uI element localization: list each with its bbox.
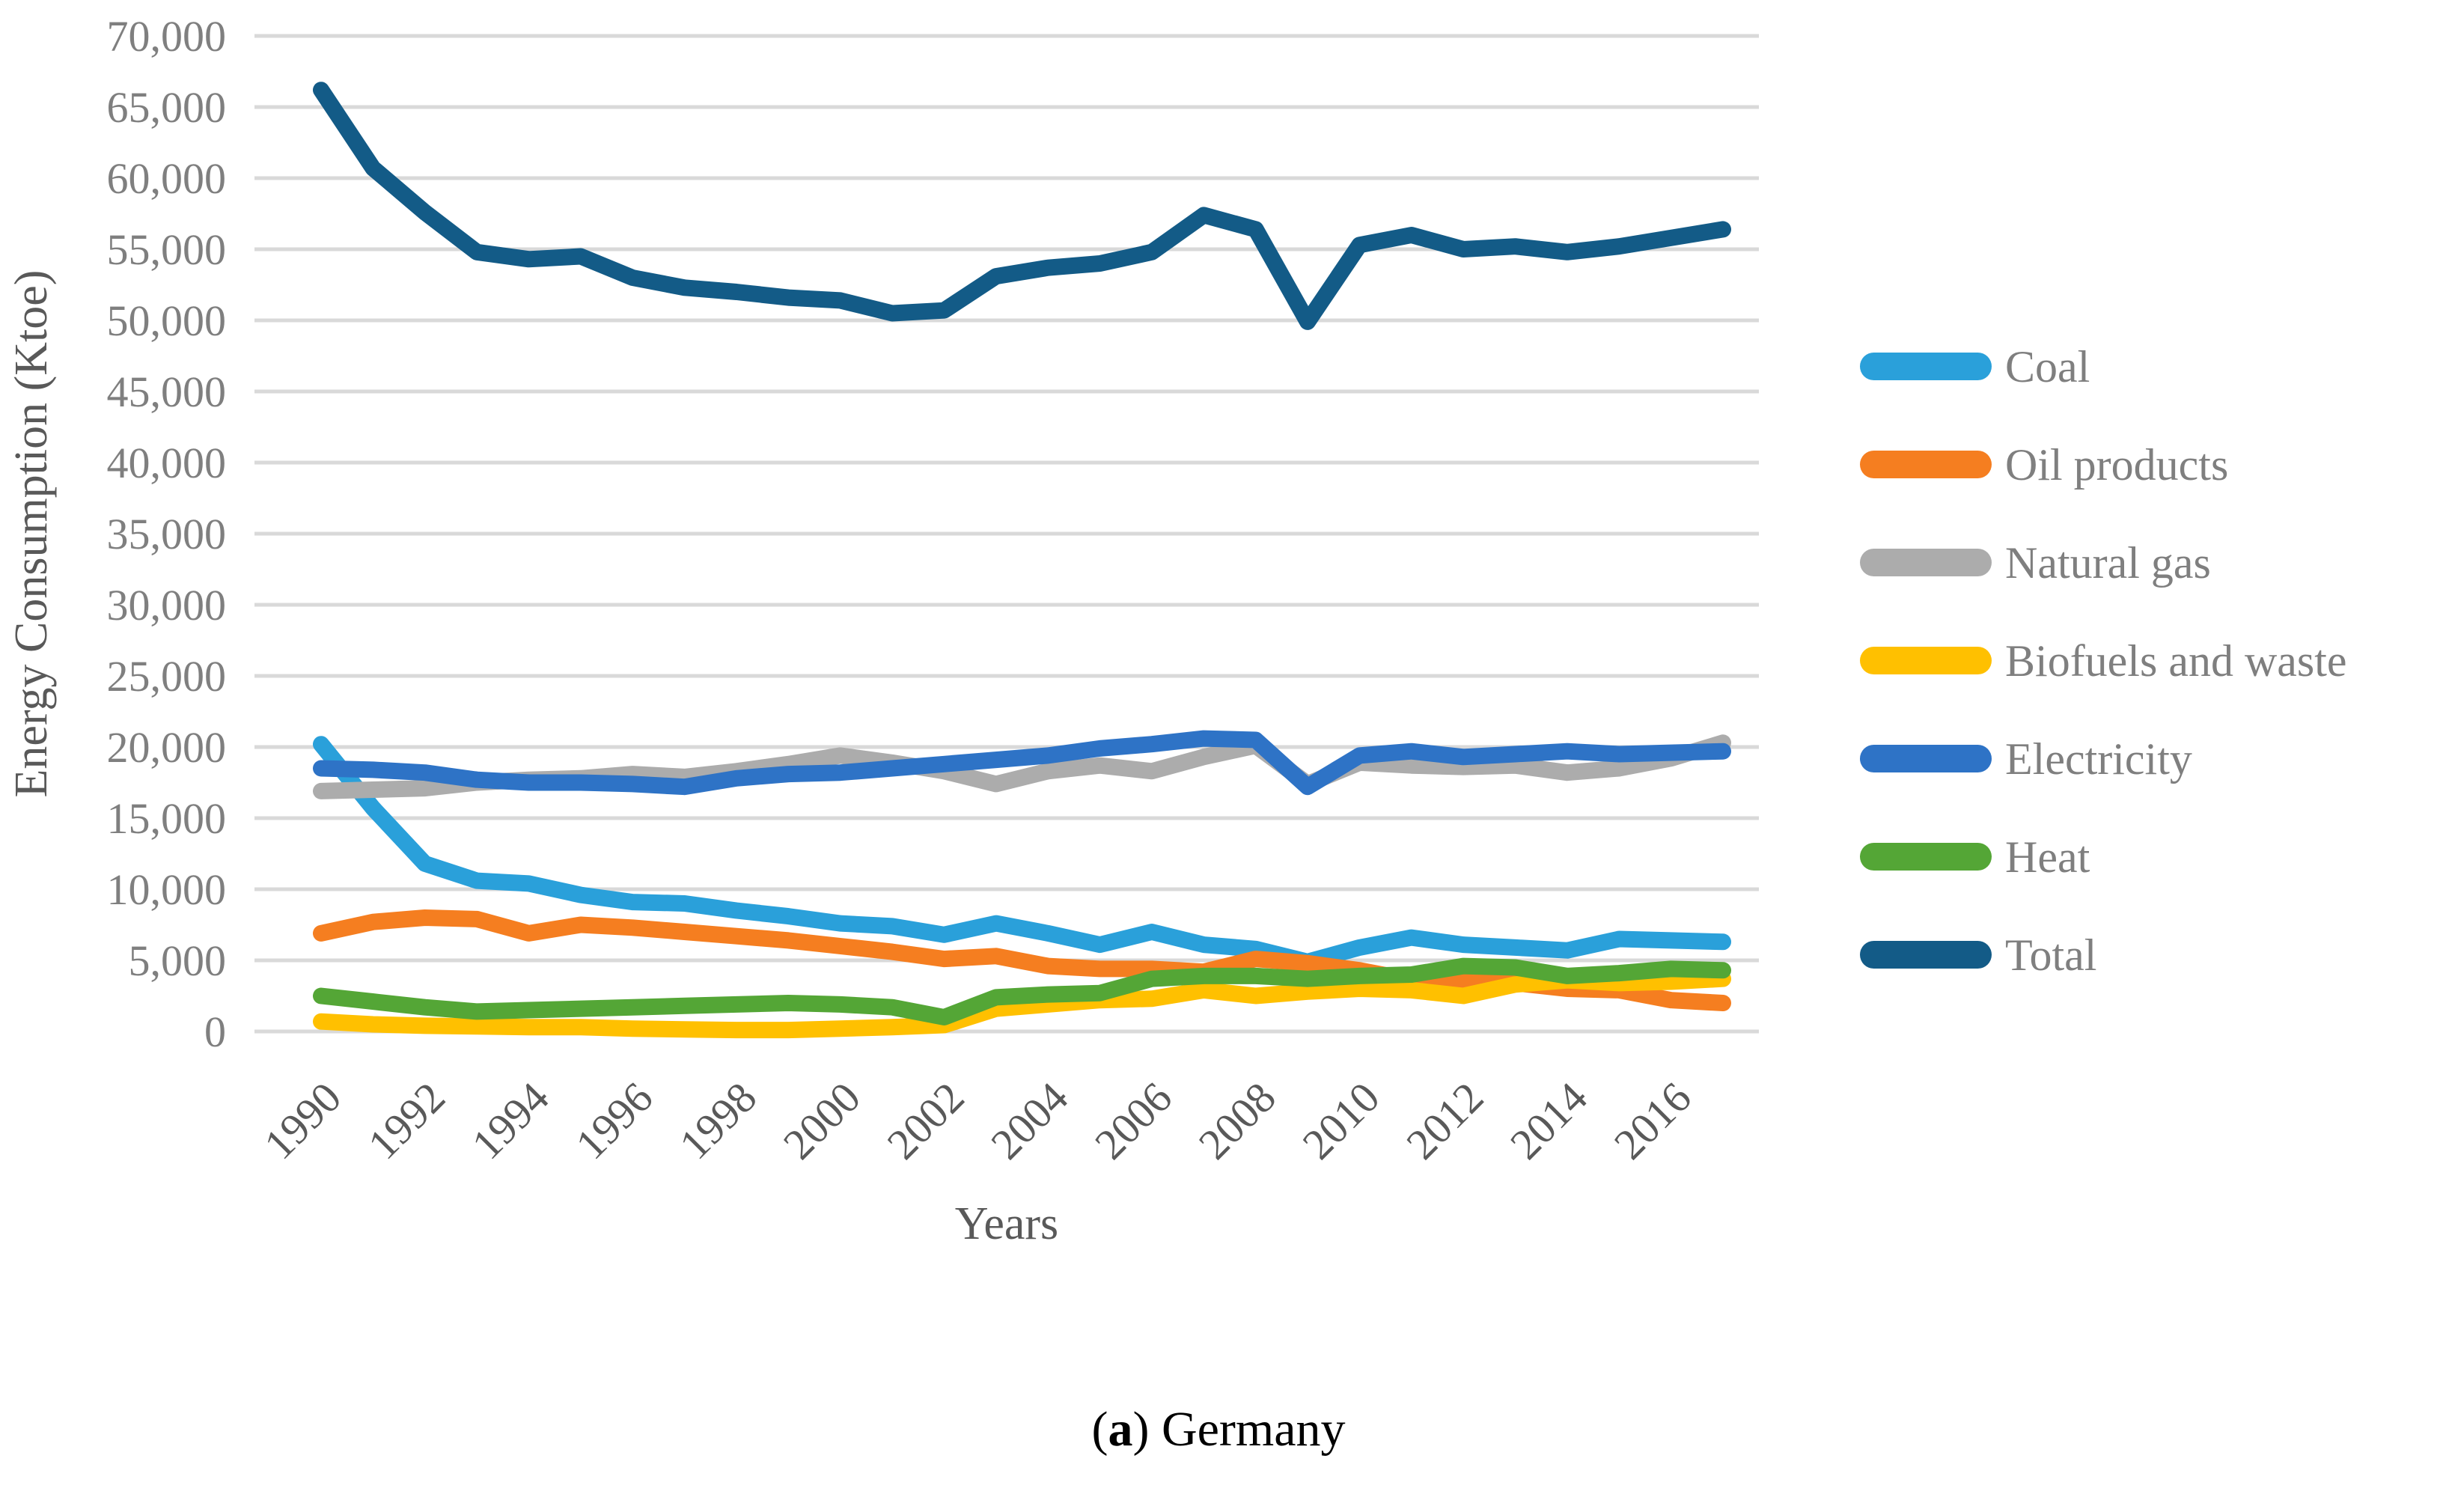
series-line-total — [313, 82, 1731, 330]
series-line-oil-products — [313, 909, 1731, 1011]
y-tick-label: 35,000 — [107, 510, 227, 558]
x-tick-label: 1992 — [359, 1073, 454, 1168]
y-tick-label: 70,000 — [107, 12, 227, 61]
x-tick-label: 2016 — [1605, 1073, 1701, 1168]
y-tick-label: 45,000 — [107, 368, 227, 416]
legend-swatch-electricity — [1860, 745, 1992, 772]
legend-swatch-total — [1860, 941, 1992, 969]
x-tick-label: 2014 — [1501, 1073, 1596, 1168]
chart-legend: Coal Oil products Natural gas Biofuels and … — [1860, 317, 2347, 1004]
series-line-heat — [313, 957, 1731, 1025]
legend-swatch-coal — [1860, 353, 1992, 380]
x-tick-label: 2012 — [1397, 1073, 1492, 1168]
figure-caption: (a) Germany — [0, 1401, 2437, 1458]
y-tick-label: 65,000 — [107, 83, 227, 132]
legend-item-natural-gas: Natural gas — [1860, 513, 2347, 612]
legend-item-total: Total — [1860, 906, 2347, 1004]
legend-label: Heat — [2005, 832, 2090, 882]
legend-label: Biofuels and waste — [2005, 635, 2347, 686]
x-axis-title: Years — [955, 1198, 1058, 1249]
y-tick-label: 40,000 — [107, 439, 227, 487]
legend-label: Coal — [2005, 341, 2090, 391]
y-tick-label: 5,000 — [129, 936, 227, 985]
y-tick-label: 60,000 — [107, 154, 227, 203]
y-axis-tick-labels: 0 5,000 10,000 15,000 20,000 25,000 30,000 35,0… — [107, 12, 227, 1056]
legend-item-biofuels-and-waste: Biofuels and waste — [1860, 612, 2347, 710]
legend-item-coal: Coal — [1860, 317, 2347, 415]
caption-open-paren: ( — [1091, 1402, 1108, 1457]
x-tick-label: 1990 — [254, 1073, 350, 1168]
series-line-coal — [313, 736, 1731, 970]
x-tick-label: 2010 — [1293, 1073, 1389, 1168]
legend-item-heat: Heat — [1860, 808, 2347, 906]
y-tick-label: 0 — [204, 1008, 226, 1056]
y-tick-label: 15,000 — [107, 794, 227, 843]
x-tick-label: 1994 — [463, 1073, 558, 1168]
x-tick-label: 2002 — [878, 1073, 974, 1168]
x-tick-label: 2006 — [1085, 1073, 1181, 1168]
series-lines — [313, 82, 1731, 1039]
y-axis-title: Energy Consumption (Ktoe) — [6, 270, 57, 798]
x-tick-label: 2000 — [774, 1073, 870, 1168]
y-tick-label: 10,000 — [107, 865, 227, 914]
legend-label: Oil products — [2005, 439, 2229, 490]
y-tick-label: 20,000 — [107, 723, 227, 772]
x-tick-label: 2008 — [1189, 1073, 1285, 1168]
legend-swatch-biofuels-and-waste — [1860, 647, 1992, 674]
y-tick-label: 55,000 — [107, 225, 227, 274]
legend-swatch-natural-gas — [1860, 549, 1992, 576]
series-line-electricity — [313, 730, 1731, 796]
x-axis-tick-labels: 1990 1992 1994 1996 1998 2000 2002 2004 2006 2008… — [254, 1073, 1701, 1168]
legend-label: Natural gas — [2005, 537, 2211, 588]
y-tick-label: 30,000 — [107, 581, 227, 630]
y-tick-label: 50,000 — [107, 296, 227, 345]
legend-swatch-oil-products — [1860, 451, 1992, 478]
legend-swatch-heat — [1860, 843, 1992, 871]
y-tick-label: 25,000 — [107, 652, 227, 701]
legend-item-oil-products: Oil products — [1860, 415, 2347, 513]
x-tick-label: 2004 — [981, 1073, 1077, 1168]
legend-item-electricity: Electricity — [1860, 710, 2347, 808]
x-tick-label: 1998 — [670, 1073, 766, 1168]
caption-rest: ) Germany — [1132, 1402, 1346, 1457]
caption-letter: a — [1108, 1402, 1133, 1457]
legend-label: Electricity — [2005, 734, 2192, 784]
series-line-biofuels-and-waste — [313, 970, 1731, 1039]
legend-label: Total — [2005, 930, 2097, 980]
x-tick-label: 1996 — [566, 1073, 662, 1168]
